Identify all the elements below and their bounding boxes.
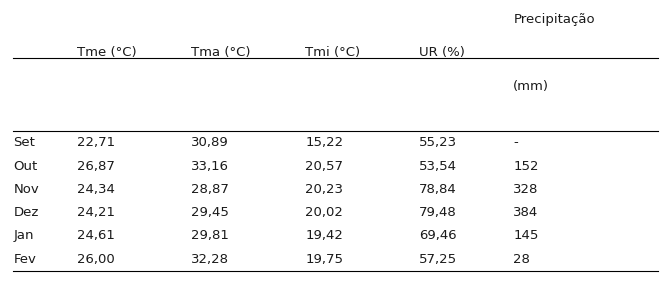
Text: 19,42: 19,42 xyxy=(305,229,343,242)
Text: 20,57: 20,57 xyxy=(305,160,344,173)
Text: 384: 384 xyxy=(513,206,539,219)
Text: 26,00: 26,00 xyxy=(77,253,115,266)
Text: Out: Out xyxy=(13,160,38,173)
Text: 328: 328 xyxy=(513,183,539,196)
Text: 20,23: 20,23 xyxy=(305,183,344,196)
Text: Set: Set xyxy=(13,136,36,149)
Text: (mm): (mm) xyxy=(513,80,550,92)
Text: Dez: Dez xyxy=(13,206,39,219)
Text: 33,16: 33,16 xyxy=(191,160,229,173)
Text: Jan: Jan xyxy=(13,229,34,242)
Text: UR (%): UR (%) xyxy=(419,46,465,60)
Text: 19,75: 19,75 xyxy=(305,253,344,266)
Text: 79,48: 79,48 xyxy=(419,206,457,219)
Text: 32,28: 32,28 xyxy=(191,253,229,266)
Text: 20,02: 20,02 xyxy=(305,206,343,219)
Text: 29,81: 29,81 xyxy=(191,229,229,242)
Text: 55,23: 55,23 xyxy=(419,136,458,149)
Text: Fev: Fev xyxy=(13,253,36,266)
Text: 53,54: 53,54 xyxy=(419,160,458,173)
Text: 78,84: 78,84 xyxy=(419,183,457,196)
Text: 22,71: 22,71 xyxy=(77,136,115,149)
Text: 24,21: 24,21 xyxy=(77,206,115,219)
Text: 152: 152 xyxy=(513,160,539,173)
Text: 145: 145 xyxy=(513,229,539,242)
Text: 15,22: 15,22 xyxy=(305,136,344,149)
Text: 57,25: 57,25 xyxy=(419,253,458,266)
Text: Nov: Nov xyxy=(13,183,39,196)
Text: Precipitação: Precipitação xyxy=(513,13,595,26)
Text: 26,87: 26,87 xyxy=(77,160,115,173)
Text: 28,87: 28,87 xyxy=(191,183,229,196)
Text: Tma (°C): Tma (°C) xyxy=(191,46,251,60)
Text: 24,61: 24,61 xyxy=(77,229,115,242)
Text: 24,34: 24,34 xyxy=(77,183,115,196)
Text: Tme (°C): Tme (°C) xyxy=(77,46,137,60)
Text: Tmi (°C): Tmi (°C) xyxy=(305,46,360,60)
Text: 29,45: 29,45 xyxy=(191,206,229,219)
Text: 28: 28 xyxy=(513,253,530,266)
Text: 69,46: 69,46 xyxy=(419,229,457,242)
Text: -: - xyxy=(513,136,518,149)
Text: 30,89: 30,89 xyxy=(191,136,229,149)
